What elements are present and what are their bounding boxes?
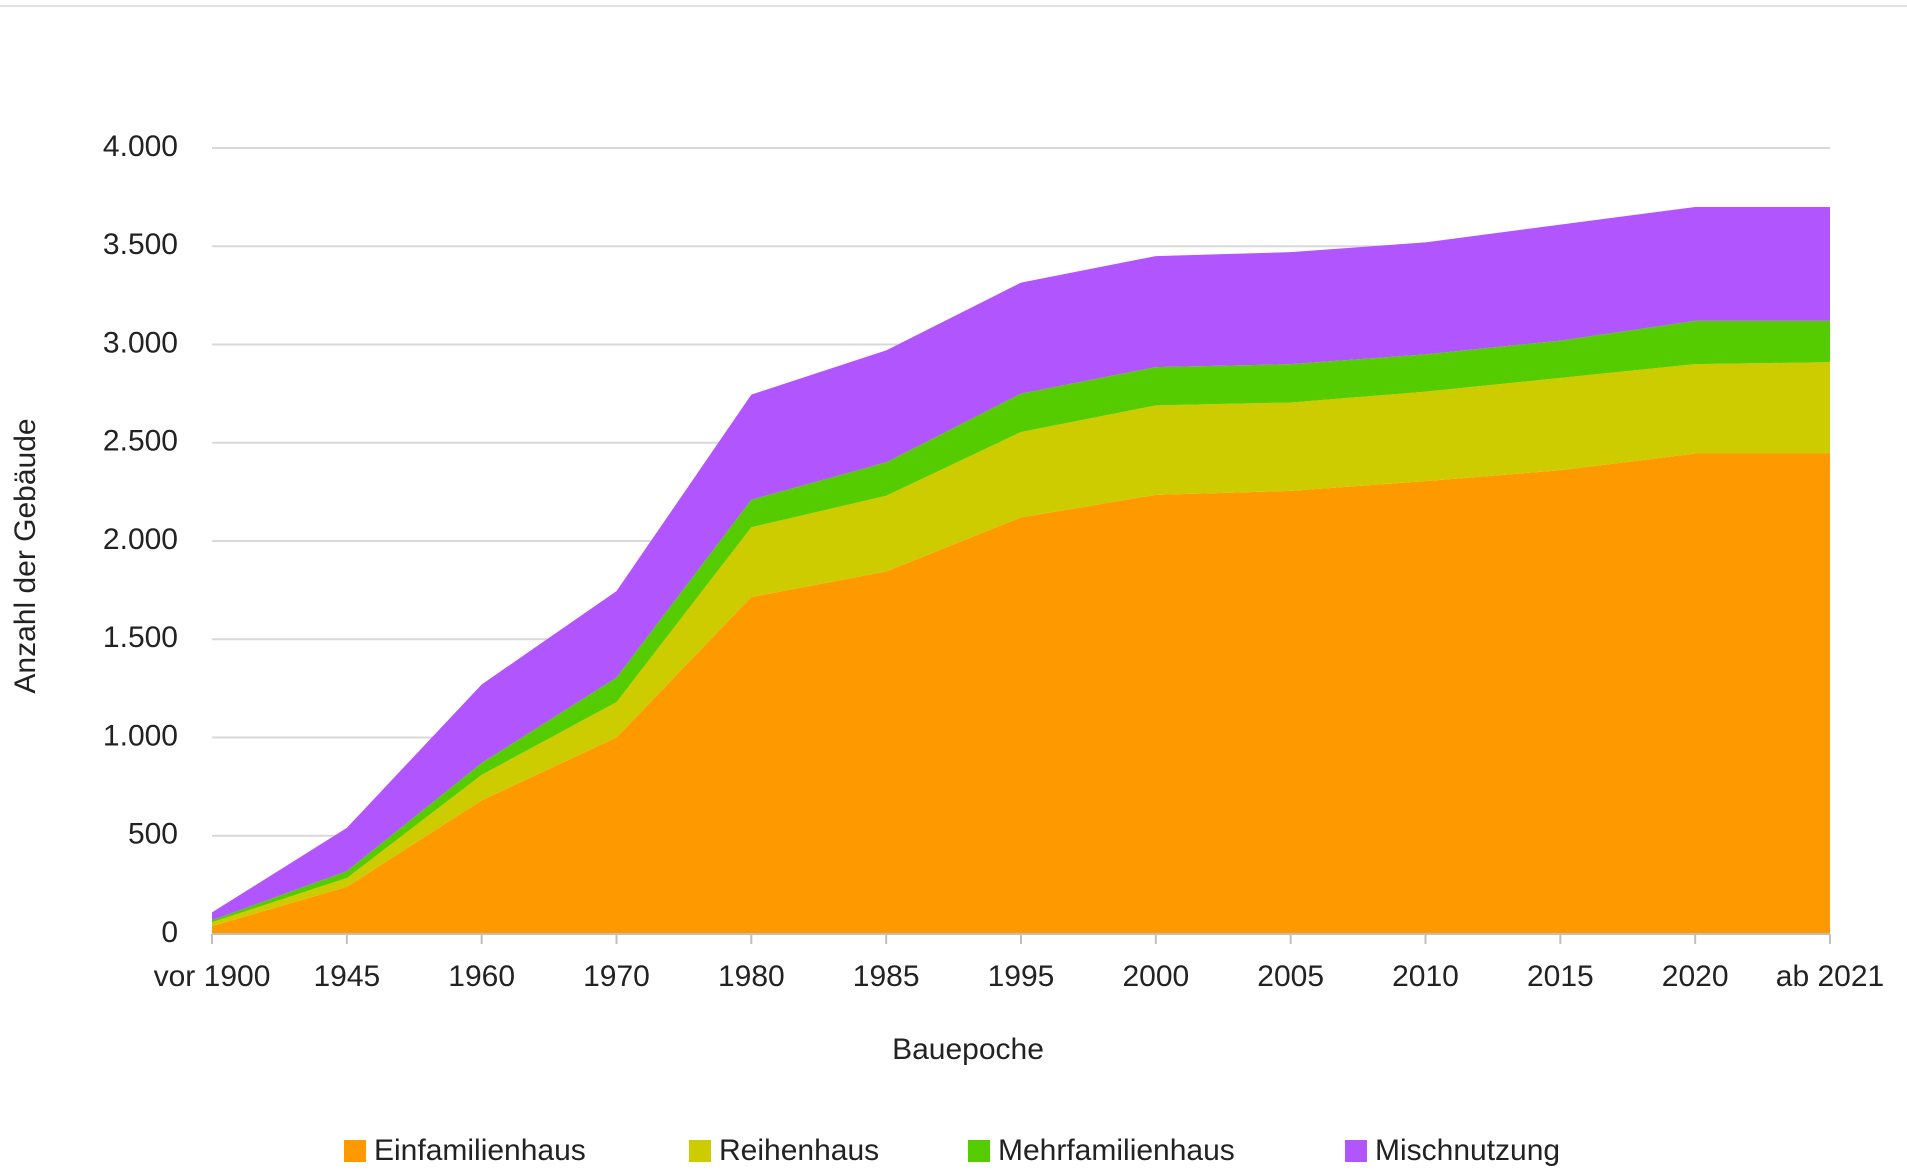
x-tick-label: 1945 — [313, 960, 380, 993]
x-axis-title: Bauepoche — [892, 1033, 1044, 1066]
x-tick-label: 1985 — [853, 960, 920, 993]
legend-swatch — [344, 1140, 366, 1162]
x-tick-label: 1960 — [448, 960, 515, 993]
y-tick-label: 4.000 — [103, 130, 178, 163]
y-axis-title: Anzahl der Gebäude — [9, 418, 42, 693]
x-tick-label: ab 2021 — [1776, 960, 1884, 993]
y-tick-label: 1.500 — [103, 621, 178, 654]
x-tick-label: 2005 — [1257, 960, 1324, 993]
x-tick-label: 1970 — [583, 960, 650, 993]
x-tick-label: 2010 — [1392, 960, 1459, 993]
x-tick-label: 2015 — [1527, 960, 1594, 993]
y-tick-label: 2.000 — [103, 523, 178, 556]
y-tick-label: 1.000 — [103, 719, 178, 752]
legend-swatch — [968, 1140, 990, 1162]
legend-label: Einfamilienhaus — [374, 1134, 586, 1167]
legend-swatch — [1345, 1140, 1367, 1162]
y-tick-label: 3.000 — [103, 326, 178, 359]
y-tick-label: 0 — [161, 916, 178, 949]
x-tick-label: vor 1900 — [154, 960, 271, 993]
area — [212, 206, 1830, 921]
legend-label: Mehrfamilienhaus — [998, 1134, 1235, 1167]
x-tick-label: 1995 — [988, 960, 1055, 993]
x-tick-label: 1980 — [718, 960, 785, 993]
y-tick-label: 3.500 — [103, 228, 178, 261]
y-tick-label: 2.500 — [103, 425, 178, 458]
legend-label: Reihenhaus — [719, 1134, 879, 1167]
y-tick-label: 500 — [128, 818, 178, 851]
x-tick-label: 2020 — [1662, 960, 1729, 993]
x-tick-label: 2000 — [1122, 960, 1189, 993]
area — [212, 453, 1830, 934]
area — [212, 362, 1830, 927]
legend-label: Mischnutzung — [1375, 1134, 1560, 1167]
legend-swatch — [689, 1140, 711, 1162]
